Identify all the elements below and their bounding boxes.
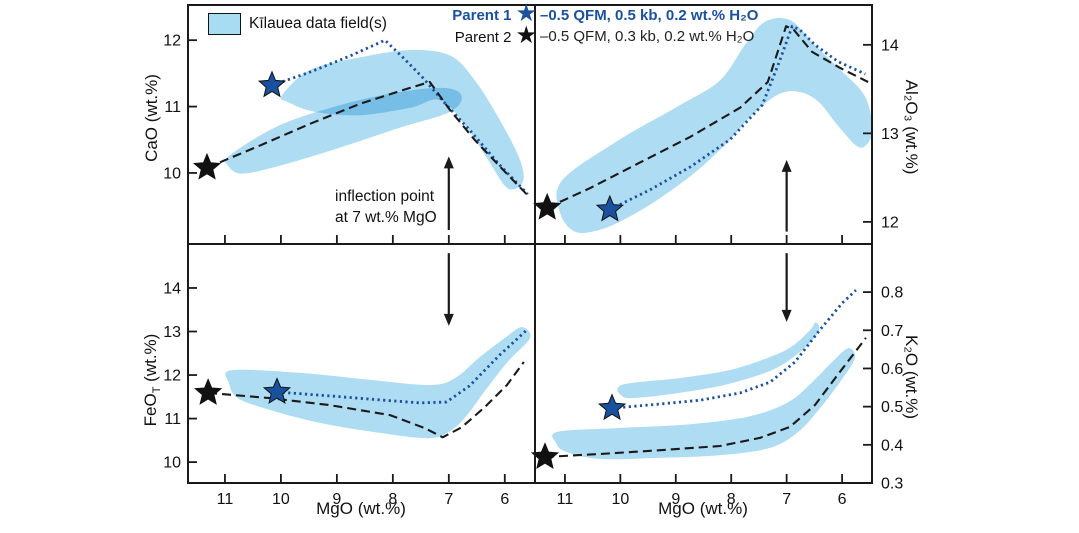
lld-curve-cao-parent1 (271, 38, 529, 196)
kilauea-field-label: Kīlauea data field(s) (249, 15, 387, 32)
y-tick-label-k2o: 0.4 (881, 437, 903, 454)
legend-condition-parent1: –0.5 QFM, 0.5 kb, 0.2 wt.% H₂O (540, 7, 759, 24)
panel-feot: 11 10 9 8 7 6 10 11 12 13 14 (163, 243, 536, 508)
y-tick-label-al2o3: 13 (881, 126, 899, 143)
y-tick-label-feot: 10 (163, 455, 181, 472)
lld-curve-k2o-parent2 (544, 337, 867, 459)
kilauea-data-field-cao-1 (224, 87, 462, 174)
parent2-star-marker-cao (192, 152, 222, 180)
x-tick-label-feot: 6 (500, 491, 509, 508)
x-tick-label-k2o: 6 (838, 491, 847, 508)
y-tick-label-k2o: 0.3 (881, 476, 903, 493)
y-tick-label-cao: 11 (164, 99, 181, 116)
x-tick-label-feot: 8 (388, 491, 397, 508)
y-tick-label-k2o: 0.6 (881, 361, 903, 378)
inflection-annotation-line1: inflection point (335, 188, 435, 205)
y-axis-title-feot: FeOT (wt.%) (140, 333, 164, 427)
y-tick-label-k2o: 0.8 (881, 285, 903, 302)
lld-curve-feot-parent2 (208, 361, 525, 439)
x-tick-label-k2o: 8 (727, 491, 736, 508)
inflection-arrow-head-feot (443, 313, 454, 326)
parent1-star-marker-cao (257, 70, 287, 98)
legend-condition-parent2: –0.5 QFM, 0.3 kb, 0.2 wt.% H₂O (540, 28, 755, 45)
y-axis-title-al2o3: Al₂O₃ (wt.%) (902, 79, 921, 175)
parent2-star-marker-al2o3 (533, 192, 562, 220)
inflection-annotation-line2: at 7 wt.% MgO (335, 209, 437, 226)
kilauea-data-field-feot-0 (225, 327, 531, 439)
x-tick-label-k2o: 7 (782, 491, 791, 508)
kilauea-data-field-k2o-1 (552, 348, 856, 460)
kilauea-data-field-k2o-0 (617, 322, 820, 399)
lld-curve-cao-parent2 (206, 80, 528, 195)
inflection-arrow-head-cao (443, 156, 454, 169)
parent1-label: Parent 1 (452, 6, 512, 24)
x-tick-label-feot: 11 (217, 491, 234, 508)
parent2-star-marker-feot (194, 378, 223, 405)
x-tick-label-feot: 9 (332, 491, 341, 508)
lld-curve-k2o-parent1 (611, 289, 857, 410)
parent1-star-icon: ★ (515, 0, 537, 27)
y-axis-title-cao: CaO (wt.%) (142, 74, 161, 162)
inflection-arrow-head-k2o (781, 309, 792, 322)
legend-parent1: Parent 1 ★ (452, 0, 537, 27)
y-axis-title-k2o: K₂O (wt.%) (902, 334, 921, 420)
inflection-annotation: inflection point at 7 wt.% MgO (335, 186, 437, 228)
x-tick-label-feot: 10 (272, 491, 290, 508)
x-axis-title-mgo-left: MgO (wt.%) (316, 499, 406, 518)
parent2-star-icon: ★ (515, 22, 537, 49)
y-tick-label-k2o: 0.7 (881, 323, 903, 340)
panel-k2o: 11 10 9 8 7 6 0.3 0.4 0.5 0.6 0.7 0.8 (530, 243, 903, 508)
kilauea-data-field-cao-0 (280, 50, 524, 190)
legend-parent2: Parent 2 ★ (454, 22, 537, 49)
y-tick-label-cao: 12 (163, 33, 181, 50)
kilauea-data-field-al2o3-0 (556, 18, 873, 233)
x-tick-label-k2o: 11 (557, 491, 574, 508)
kilauea-field-swatch (208, 13, 241, 35)
y-tick-label-k2o: 0.5 (881, 399, 903, 416)
x-tick-label-k2o: 10 (611, 491, 629, 508)
parent1-star-marker-k2o (597, 393, 627, 421)
parent2-label: Parent 2 (454, 28, 512, 46)
x-tick-label-k2o: 9 (671, 491, 680, 508)
parent1-star-marker-feot (262, 377, 292, 404)
y-tick-label-feot: 14 (163, 280, 181, 297)
y-tick-label-feot: 12 (163, 368, 181, 385)
inflection-arrow-head-al2o3 (781, 159, 792, 172)
y-tick-label-feot: 13 (163, 324, 181, 341)
y-tick-label-feot: 11 (164, 411, 181, 428)
y-tick-label-al2o3: 14 (881, 37, 899, 54)
lld-curve-al2o3-parent2 (546, 25, 869, 209)
x-tick-label-feot: 7 (444, 491, 453, 508)
y-tick-label-al2o3: 12 (881, 214, 899, 231)
parent1-star-marker-al2o3 (595, 194, 624, 222)
x-axis-title-mgo-right: MgO (wt.%) (658, 499, 748, 518)
panel-border-k2o (534, 243, 873, 484)
y-tick-label-cao: 10 (163, 165, 181, 182)
